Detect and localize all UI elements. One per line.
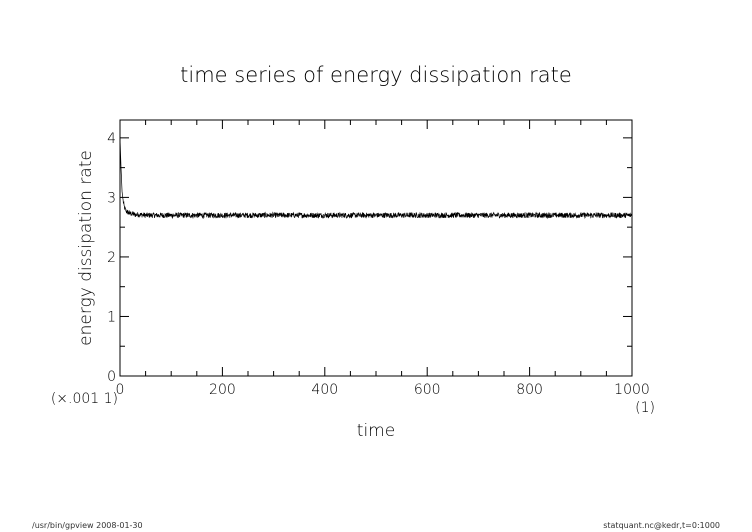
x-axis: 0 200 400 600 800 1000 (116, 120, 650, 398)
y-unit-label: (×.001 1) (51, 391, 118, 407)
y-tick-label: 0 (107, 369, 116, 385)
x-unit-label: (1) (635, 400, 655, 416)
x-tick-label: 200 (209, 382, 236, 398)
x-tick-label: 0 (116, 382, 125, 398)
y-tick-label: 1 (107, 309, 116, 325)
series-line-0 (119, 137, 633, 220)
x-tick-label: 800 (516, 382, 543, 398)
y-axis-label: energy dissipation rate (76, 150, 96, 346)
series-lines (119, 137, 633, 220)
x-tick-label: 600 (414, 382, 441, 398)
y-tick-label: 3 (107, 190, 116, 206)
footer-right: statquant.nc@kedr,t=0:1000 (603, 521, 720, 530)
x-tick-label: 1000 (614, 382, 650, 398)
x-axis-label: time (357, 421, 395, 441)
footer-left: /usr/bin/gpview 2008-01-30 (32, 521, 143, 530)
y-axis: 0 1 2 3 4 (107, 131, 632, 385)
chart-title: time series of energy dissipation rate (180, 63, 572, 87)
x-tick-label: 400 (311, 382, 338, 398)
y-tick-label: 2 (107, 250, 116, 266)
plot-frame (119, 119, 633, 377)
y-tick-label: 4 (107, 131, 116, 147)
